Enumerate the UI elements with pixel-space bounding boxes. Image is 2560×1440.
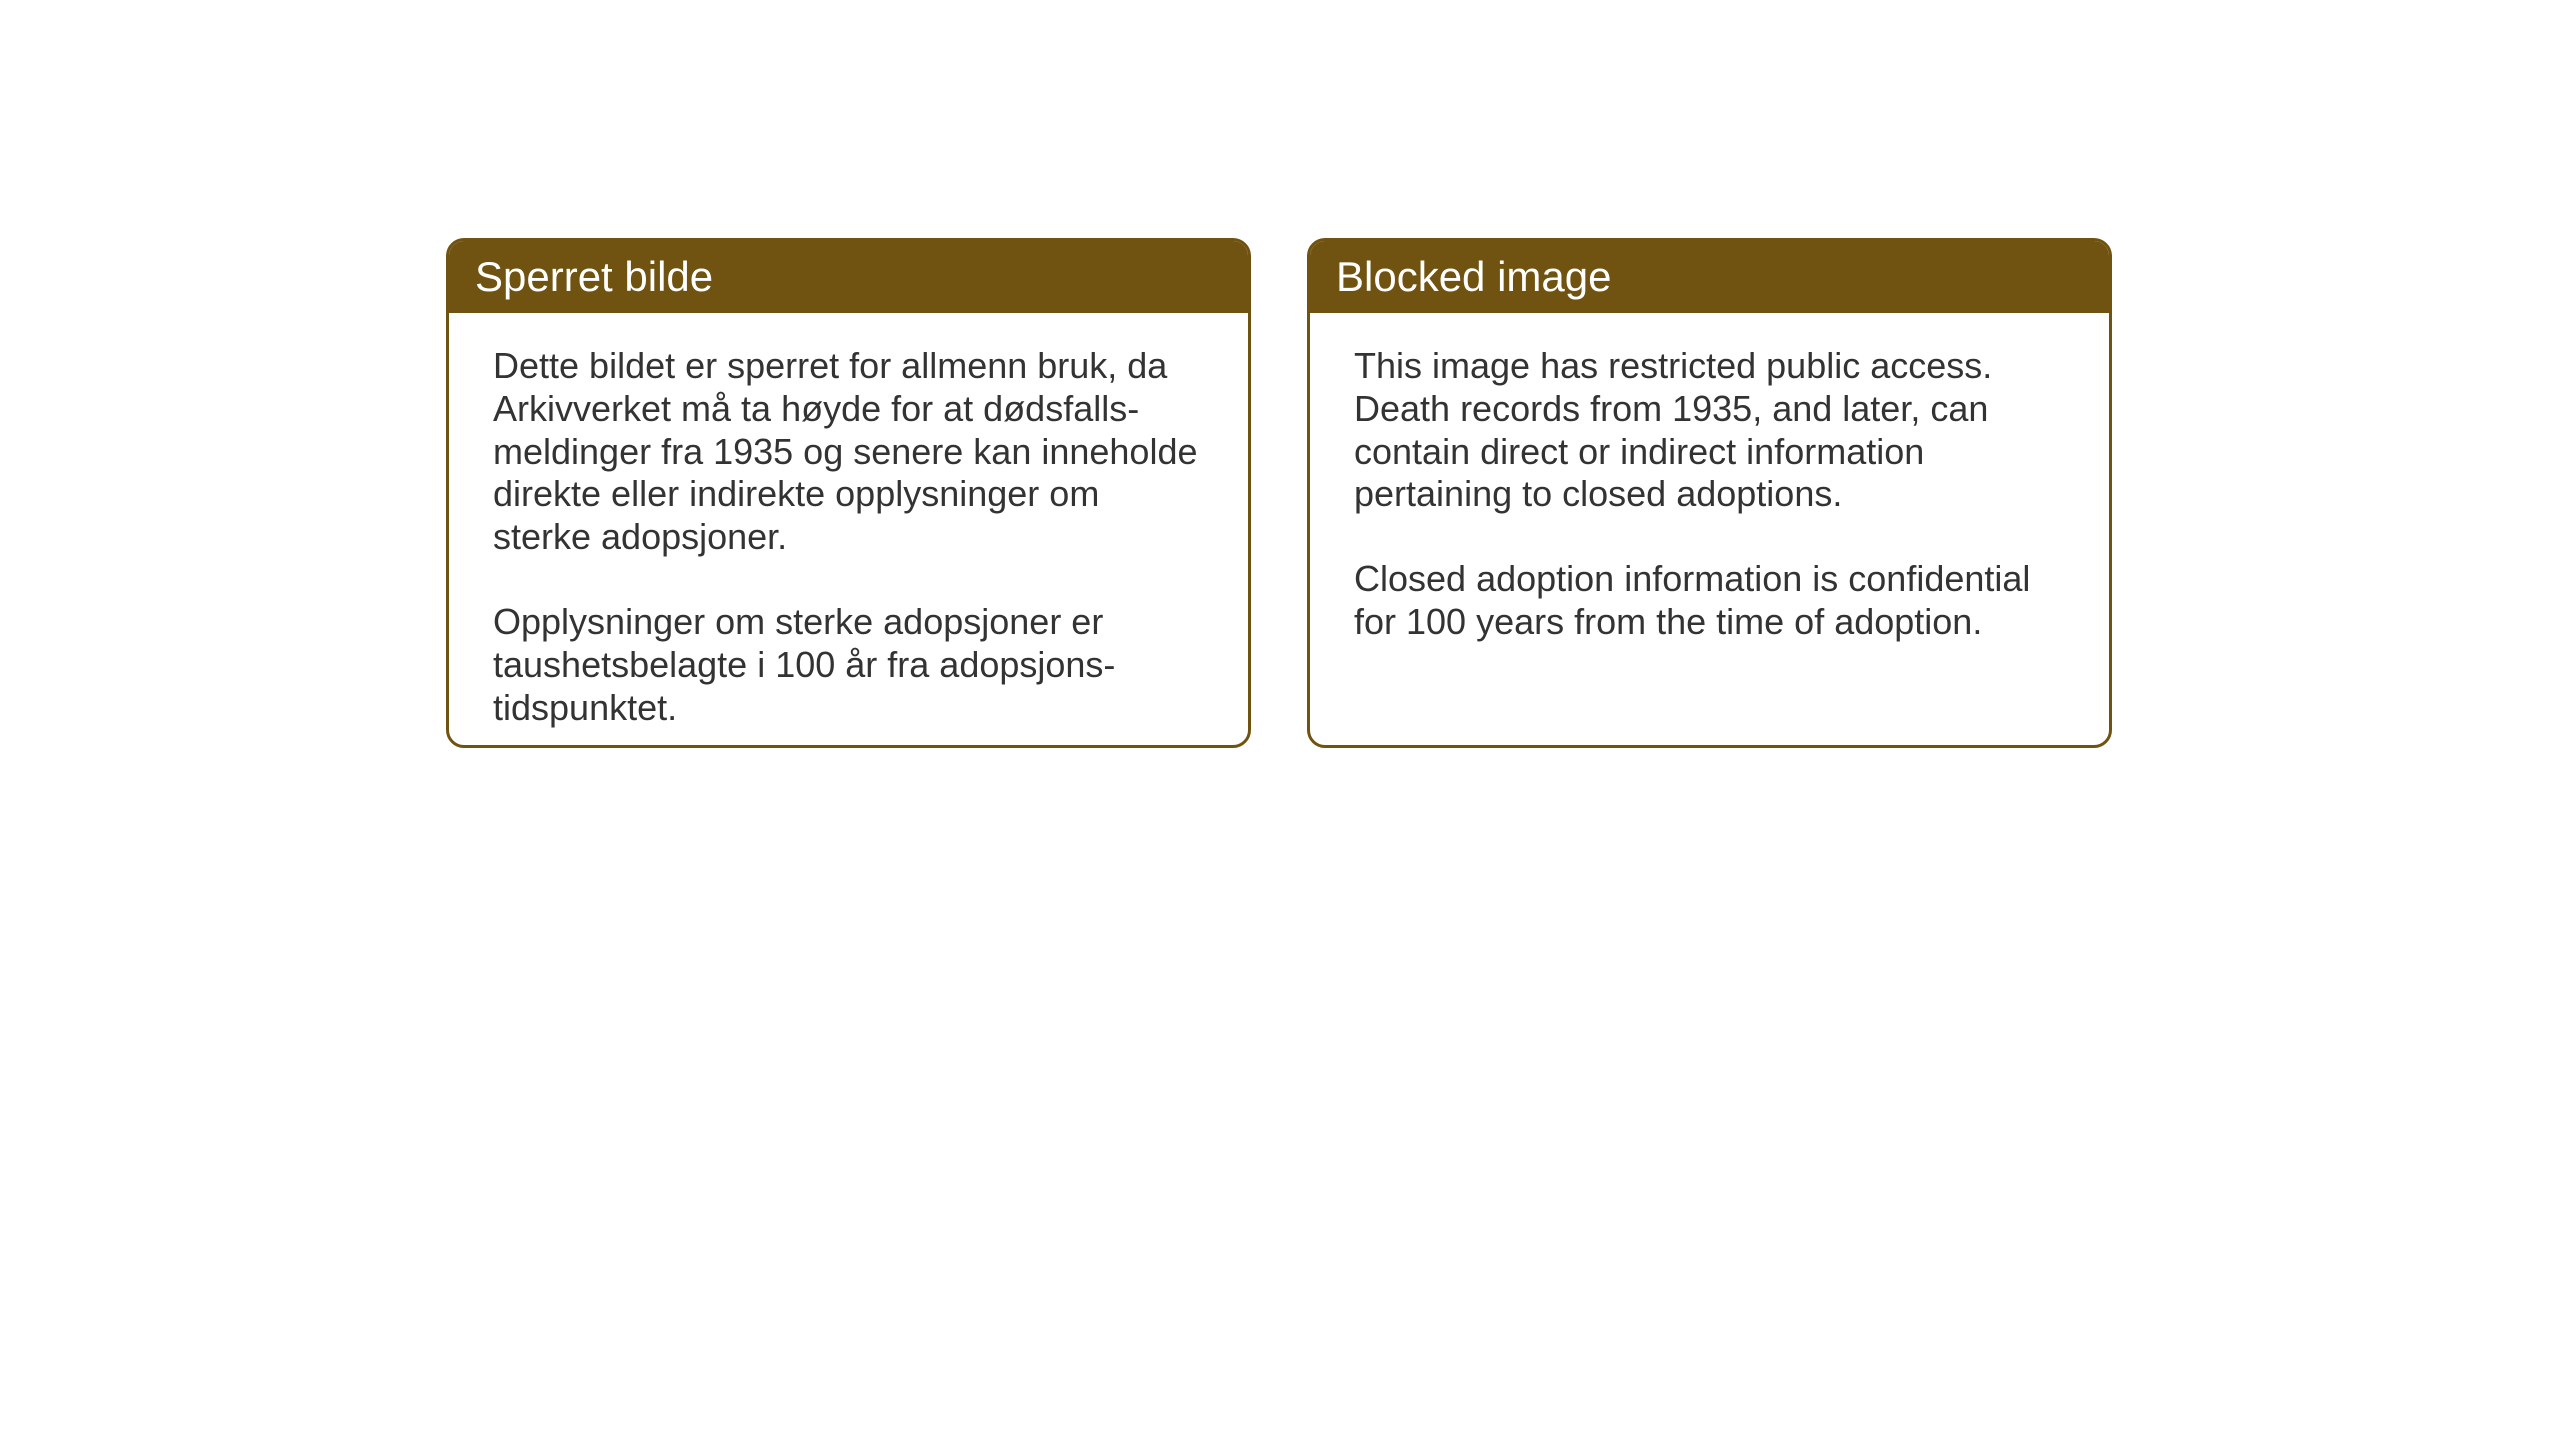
norwegian-paragraph-2: Opplysninger om sterke adopsjoner er tau… [493,601,1204,729]
norwegian-paragraph-1: Dette bildet er sperret for allmenn bruk… [493,345,1204,559]
norwegian-card-body: Dette bildet er sperret for allmenn bruk… [449,313,1248,748]
norwegian-card-title: Sperret bilde [449,241,1248,313]
english-card-title: Blocked image [1310,241,2109,313]
english-notice-card: Blocked image This image has restricted … [1307,238,2112,748]
english-paragraph-1: This image has restricted public access.… [1354,345,2065,516]
english-card-body: This image has restricted public access.… [1310,313,2109,676]
norwegian-notice-card: Sperret bilde Dette bildet er sperret fo… [446,238,1251,748]
english-paragraph-2: Closed adoption information is confident… [1354,558,2065,644]
